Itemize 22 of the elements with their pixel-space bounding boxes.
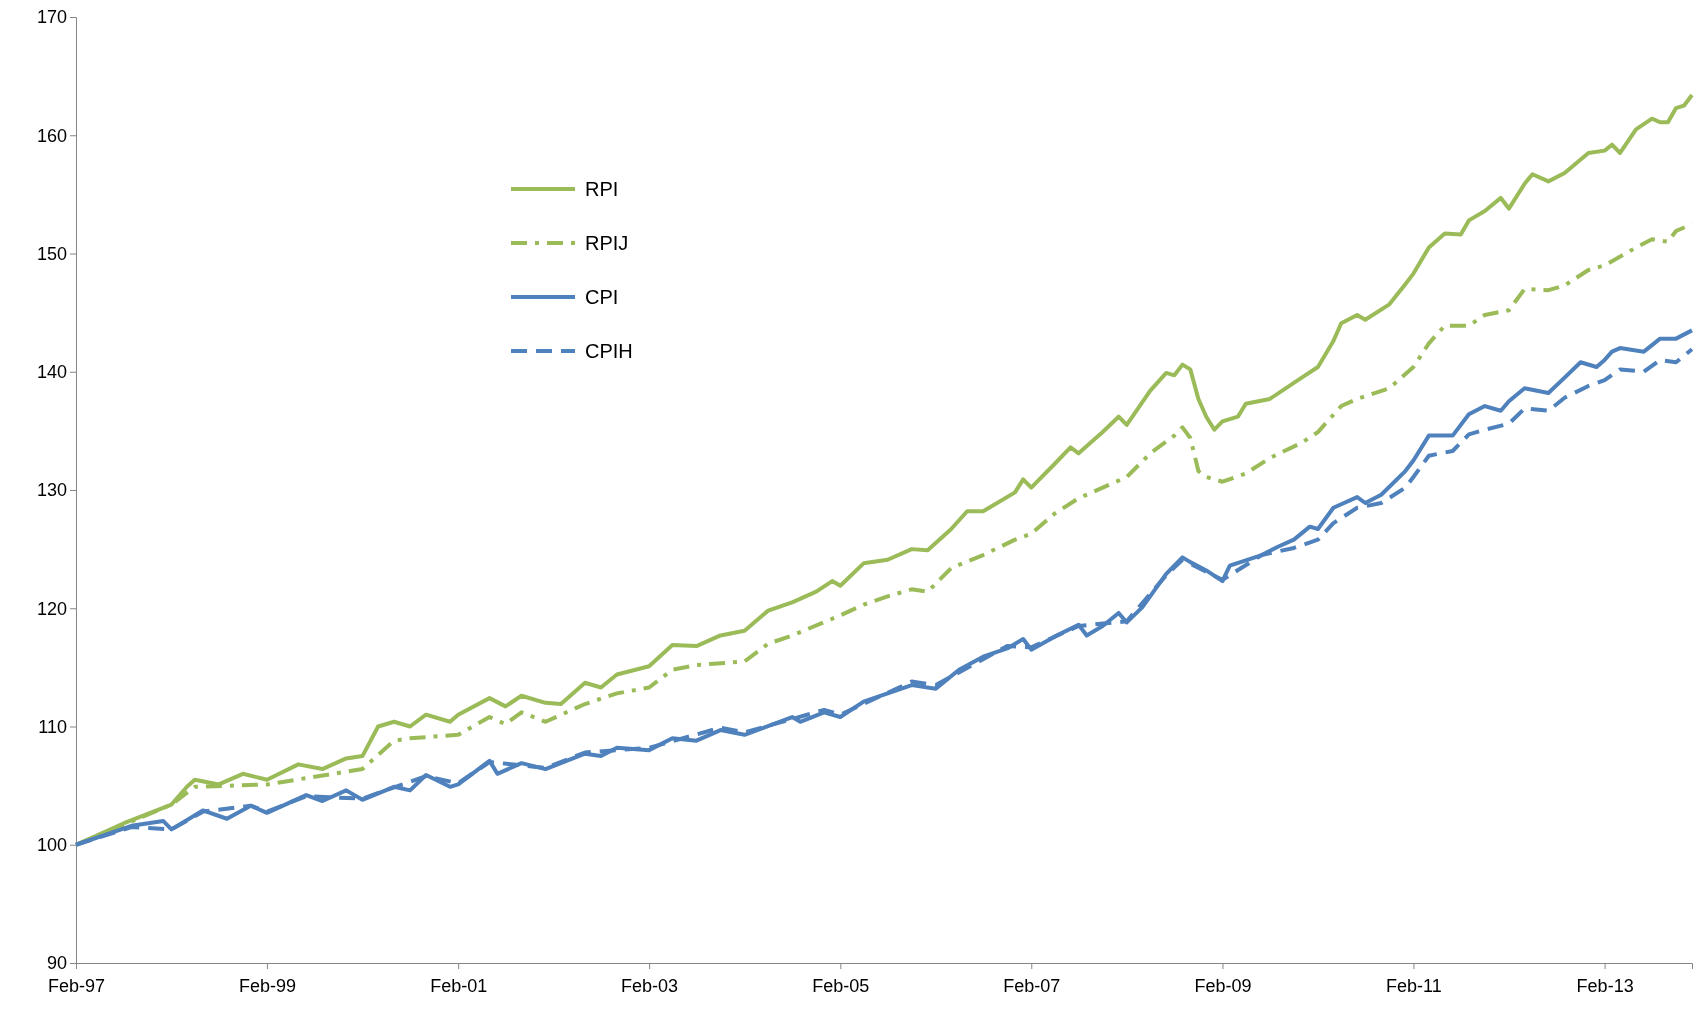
legend-label: RPIJ [585,232,629,254]
y-tick-label: 170 [36,7,67,28]
y-tick-label: 90 [46,953,67,974]
x-tick-label: Feb-07 [1003,975,1061,996]
legend-label: RPI [585,178,619,200]
y-tick-label: 100 [36,835,67,856]
x-tick-label: Feb-05 [812,975,870,996]
x-tick-label: Feb-97 [47,975,106,996]
y-tick-label: 130 [36,480,67,501]
x-tick-label: Feb-11 [1386,975,1442,996]
x-tick-label: Feb-99 [238,975,296,996]
y-tick-label: 120 [36,598,67,619]
y-tick-label: 140 [36,362,67,383]
y-tick-label: 160 [36,125,67,146]
x-tick-label: Feb-01 [430,975,488,996]
y-tick-label: 110 [38,716,67,737]
y-tick-label: 150 [36,243,67,264]
x-tick-label: Feb-03 [621,975,679,996]
legend-label: CPI [585,286,619,308]
legend-label: CPIH [585,340,633,362]
x-tick-label: Feb-09 [1194,975,1252,996]
x-tick-label: Feb-13 [1576,975,1634,996]
